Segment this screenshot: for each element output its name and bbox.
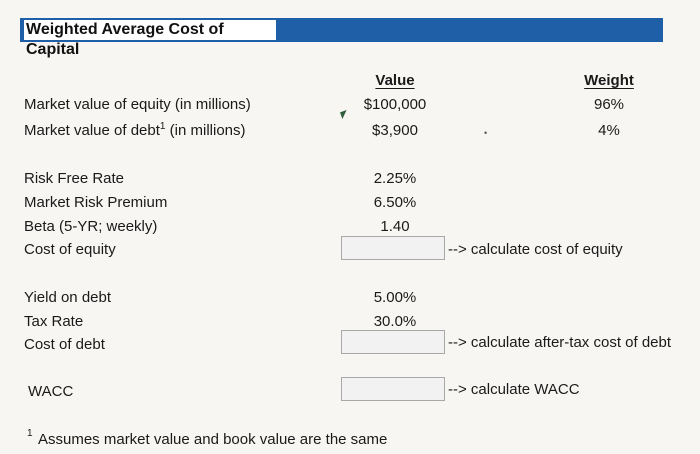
yield-value[interactable]: 5.00% — [373, 289, 417, 306]
debt-value[interactable]: $3,900 — [372, 122, 418, 139]
page-title[interactable]: Weighted Average Cost of Capital — [24, 20, 276, 58]
wacc-note[interactable]: --> calculate WACC — [448, 381, 580, 398]
tax-rate-label[interactable]: Tax Rate — [24, 313, 84, 330]
yield-label[interactable]: Yield on debt — [24, 289, 112, 306]
risk-free-value[interactable]: 2.25% — [373, 170, 417, 187]
footnote-text[interactable]: Assumes market value and book value are … — [38, 431, 388, 448]
risk-premium-label[interactable]: Market Risk Premium — [24, 194, 168, 211]
cost-of-equity-label[interactable]: Cost of equity — [24, 241, 116, 258]
beta-label[interactable]: Beta (5-YR; weekly) — [24, 218, 158, 235]
footnote-mark: 1 — [27, 428, 33, 439]
cost-of-equity-note[interactable]: --> calculate cost of equity — [448, 241, 623, 258]
debt-label-suffix: (in millions) — [165, 122, 246, 139]
equity-value[interactable]: $100,000 — [363, 96, 427, 113]
risk-premium-value[interactable]: 6.50% — [373, 194, 417, 211]
debt-footnote-mark: 1 — [159, 121, 166, 132]
debt-label[interactable]: Market value of debt1 (in millions) — [24, 122, 246, 140]
risk-free-label[interactable]: Risk Free Rate — [24, 170, 125, 187]
debt-weight[interactable]: 4% — [598, 122, 620, 139]
tax-rate-value[interactable]: 30.0% — [373, 313, 417, 330]
dot-mark-icon: • — [484, 128, 488, 138]
equity-weight[interactable]: 96% — [593, 96, 625, 113]
debt-label-text: Market value of debt — [24, 122, 160, 139]
cost-of-equity-input[interactable] — [341, 236, 445, 260]
cost-of-debt-note[interactable]: --> calculate after-tax cost of debt — [448, 334, 672, 351]
weight-header[interactable]: Weight — [584, 72, 634, 89]
cost-of-debt-input[interactable] — [341, 330, 445, 354]
value-header[interactable]: Value — [375, 72, 415, 89]
wacc-input[interactable] — [341, 377, 445, 401]
cost-of-debt-label[interactable]: Cost of debt — [24, 336, 105, 353]
wacc-label[interactable]: WACC — [28, 383, 74, 400]
equity-label[interactable]: Market value of equity (in millions) — [24, 96, 251, 113]
title-bar: Weighted Average Cost of Capital — [20, 18, 663, 58]
beta-value[interactable]: 1.40 — [380, 218, 410, 235]
